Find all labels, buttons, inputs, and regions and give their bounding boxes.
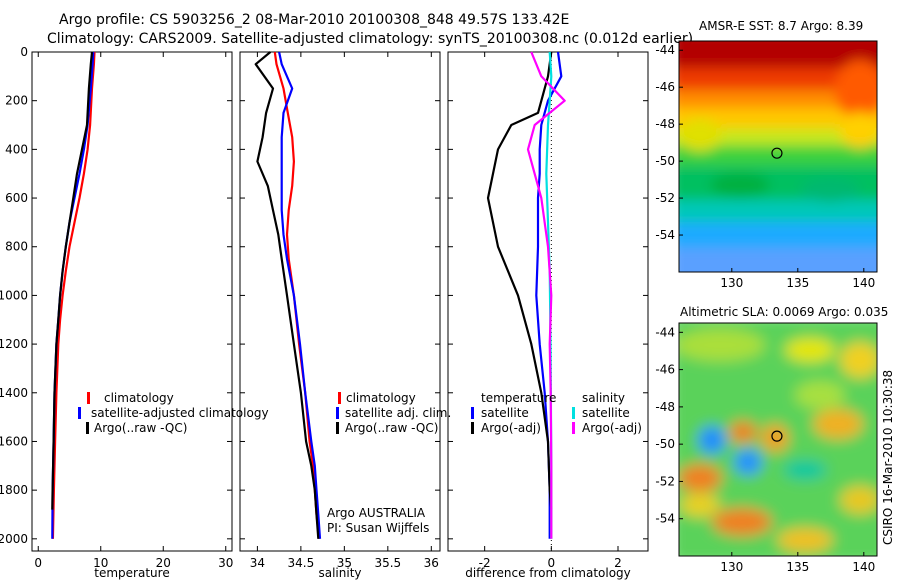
sst-map [679, 41, 877, 272]
x-tick-label: 30 [218, 556, 233, 570]
temperature-legend: climatology satellite-adjusted climatolo… [78, 391, 269, 435]
legend-swatch-climatology [338, 392, 341, 404]
y-tick-label: 1400 [0, 386, 28, 400]
x-axis-label: salinity [318, 566, 361, 580]
x-tick-label: 0 [34, 556, 42, 570]
x-tick-label: 0 [548, 556, 556, 570]
legend-label-satellite: satellite adj. clim. [345, 406, 451, 420]
legend-label-climatology: climatology [346, 391, 416, 405]
x-tick-label: 34.5 [288, 556, 315, 570]
sst-map-axes: 130 135 140 -44 -46 -48 -50 -52 -54 [655, 43, 875, 290]
legend-swatch-temperature-satellite [471, 407, 474, 419]
legend-swatch-climatology [87, 392, 90, 404]
legend-header-salinity: salinity [582, 391, 625, 405]
x-tick-label: 2 [614, 556, 622, 570]
legend-label-satellite: satellite-adjusted climatology [91, 406, 269, 420]
axes-frame [239, 51, 441, 552]
figure-title-line2: Climatology: CARS2009. Satellite-adjuste… [47, 31, 693, 47]
x-tick-label: 20 [156, 556, 171, 570]
x-tick-label: 135 [786, 276, 809, 290]
x-tick-label: 36 [424, 556, 439, 570]
y-tick-label: 2000 [0, 532, 28, 546]
x-tick-label: 34 [250, 556, 265, 570]
series-line-satellite-adj-clim [278, 51, 322, 539]
y-tick-label: -50 [655, 437, 675, 451]
legend-swatch-temperature-argo [471, 422, 474, 434]
series-line-argo-raw-qc [254, 51, 320, 539]
sla-map-frame [678, 322, 878, 557]
legend-label-argo: Argo(..raw -QC) [345, 421, 438, 435]
series-line-temperature-argo-adj [486, 51, 553, 510]
y-tick-label: -50 [655, 154, 675, 168]
y-tick-label: -44 [655, 325, 675, 339]
y-tick-label: 1800 [0, 483, 28, 497]
y-tick-label: 0 [20, 45, 28, 59]
y-tick-label: -54 [655, 228, 675, 242]
sla-map-axes: 130 135 140 -44 -46 -48 -50 -52 -54 [655, 325, 875, 574]
legend-label-temperature-argo: Argo(-adj) [481, 421, 541, 435]
legend-label-climatology: climatology [104, 391, 174, 405]
y-tick-label: -48 [655, 400, 675, 414]
argo-position-marker [771, 147, 783, 159]
y-tick-label: 1200 [0, 337, 28, 351]
legend-label-salinity-satellite: satellite [582, 406, 630, 420]
legend-label-argo: Argo(..raw -QC) [94, 421, 187, 435]
x-tick-label: 140 [852, 276, 875, 290]
legend-swatch-salinity-satellite [572, 407, 575, 419]
y-tick-label: 1000 [0, 288, 28, 302]
y-tick-label: -48 [655, 117, 675, 131]
axes-frame [31, 51, 233, 552]
temperature-profile-panel: 0 10 20 30 0 200 400 600 800 1000 1200 1400 1600 1800… [0, 45, 233, 580]
series-line-climatology [51, 51, 96, 539]
x-tick-label: 130 [720, 560, 743, 574]
legend-swatch-satellite [78, 407, 81, 419]
y-tick-label: -46 [655, 80, 675, 94]
salinity-legend: climatology satellite adj. clim. Argo(..… [327, 391, 451, 535]
argo-position-marker [771, 430, 783, 442]
creation-stamp: CSIRO 16-Mar-2010 10:30:38 [881, 370, 895, 545]
y-tick-label: -54 [655, 512, 675, 526]
x-axis-label: difference from climatology [465, 566, 631, 580]
legend-label-salinity-argo: Argo(-adj) [582, 421, 642, 435]
sst-map-frame [678, 40, 878, 273]
series-line-climatology [273, 51, 321, 539]
sla-map-title: Altimetric SLA: 0.0069 Argo: 0.035 [680, 305, 888, 319]
y-tick-label: 1600 [0, 434, 28, 448]
y-tick-label: -52 [655, 191, 675, 205]
legend-label-temperature-satellite: satellite [481, 406, 529, 420]
x-tick-label: 130 [720, 276, 743, 290]
sst-map-title: AMSR-E SST: 8.7 Argo: 8.39 [699, 19, 863, 33]
y-tick-label: 600 [5, 191, 28, 205]
x-axis-label: temperature [94, 566, 169, 580]
x-tick-label: 35.5 [374, 556, 401, 570]
y-tick-label: 400 [5, 142, 28, 156]
annotation-pi-name: PI: Susan Wijffels [327, 521, 429, 535]
x-tick-label: -2 [479, 556, 491, 570]
figure-title-line1: Argo profile: CS 5903256_2 08-Mar-2010 2… [59, 12, 569, 28]
series-line-argo-raw-qc [51, 51, 94, 510]
legend-swatch-satellite [336, 407, 339, 419]
sla-map [679, 323, 877, 556]
x-tick-label: 135 [786, 560, 809, 574]
x-tick-label: 10 [93, 556, 108, 570]
salinity-profile-panel: 34 34.5 35 35.5 36 salinity [239, 51, 441, 580]
y-tick-label: -44 [655, 43, 675, 57]
x-tick-label: 35 [337, 556, 352, 570]
annotation-argo-australia: Argo AUSTRALIA [327, 506, 426, 520]
legend-swatch-argo [86, 422, 89, 434]
axes-frame [447, 51, 649, 552]
y-tick-label: 200 [5, 94, 28, 108]
y-tick-label: -52 [655, 474, 675, 488]
legend-swatch-salinity-argo [572, 422, 575, 434]
difference-legend: temperature satellite Argo(-adj) salinit… [471, 391, 642, 435]
y-tick-label: 800 [5, 240, 28, 254]
series-line-salinity-argo-adj [526, 51, 566, 539]
y-tick-label: -46 [655, 363, 675, 377]
legend-header-temperature: temperature [481, 391, 556, 405]
x-tick-label: 140 [852, 560, 875, 574]
legend-swatch-argo [336, 422, 339, 434]
